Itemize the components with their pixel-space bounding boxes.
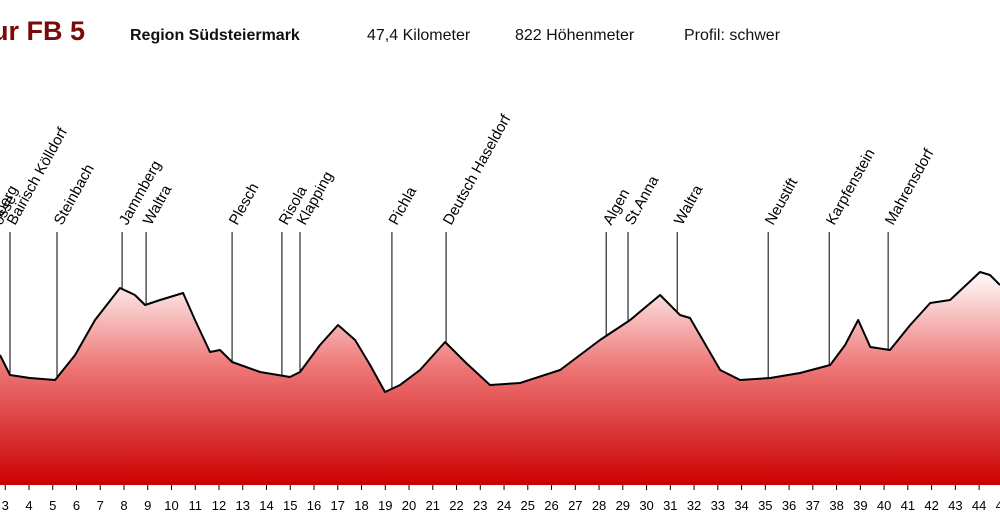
x-tick-label: 5 — [49, 498, 56, 513]
info-distance: 47,4 Kilometer — [367, 27, 471, 44]
x-tick-label: 19 — [378, 498, 392, 513]
x-tick-label: 8 — [120, 498, 127, 513]
place-label: Deutsch Haseldorf — [440, 111, 515, 228]
x-tick-label: 24 — [497, 498, 511, 513]
profile-line — [0, 271, 1000, 393]
x-tick-label: 13 — [236, 498, 250, 513]
x-tick-label: 16 — [307, 498, 321, 513]
place-label: Neustift — [762, 174, 802, 227]
x-tick-label: 7 — [97, 498, 104, 513]
x-tick-label: 3 — [2, 498, 9, 513]
profile-fill — [0, 272, 1000, 485]
x-tick-label: 9 — [144, 498, 151, 513]
x-tick-label: 34 — [734, 498, 748, 513]
place-label: Steinbach — [51, 161, 98, 228]
x-tick-label: 45 — [996, 498, 1000, 513]
x-tick-label: 38 — [829, 498, 843, 513]
x-tick-label: 28 — [592, 498, 606, 513]
info-ascent: 822 Höhenmeter — [515, 27, 635, 44]
x-tick-label: 12 — [212, 498, 226, 513]
x-tick-label: 42 — [924, 498, 938, 513]
x-tick-label: 43 — [948, 498, 962, 513]
place-label: Mahrensdorf — [882, 145, 938, 228]
chart-title: ur FB 5 — [0, 16, 85, 46]
x-tick-label: 27 — [568, 498, 582, 513]
x-tick-label: 11 — [188, 498, 202, 513]
x-tick-label: 6 — [73, 498, 80, 513]
place-label: Karpfenstein — [823, 146, 879, 228]
x-tick-label: 39 — [853, 498, 867, 513]
place-label: Waltra — [671, 182, 707, 228]
x-tick-label: 32 — [687, 498, 701, 513]
x-tick-label: 20 — [402, 498, 416, 513]
x-tick-label: 22 — [449, 498, 463, 513]
x-tick-label: 14 — [259, 498, 273, 513]
x-tick-label: 37 — [806, 498, 820, 513]
x-tick-label: 30 — [639, 498, 653, 513]
x-tick-label: 17 — [331, 498, 345, 513]
x-tick-label: 23 — [473, 498, 487, 513]
x-tick-label: 18 — [354, 498, 368, 513]
x-tick-label: 25 — [521, 498, 535, 513]
chart-subtitle: Region Südsteiermark — [130, 27, 300, 44]
place-label: Plesch — [226, 180, 263, 228]
x-tick-label: 36 — [782, 498, 796, 513]
info-difficulty: Profil: schwer — [684, 27, 781, 44]
x-tick-label: 21 — [426, 498, 440, 513]
x-tick-label: 10 — [164, 498, 178, 513]
x-tick-label: 40 — [877, 498, 891, 513]
x-tick-label: 31 — [663, 498, 677, 513]
x-tick-label: 41 — [901, 498, 915, 513]
place-label: Pichla — [386, 183, 421, 228]
x-tick-label: 29 — [616, 498, 630, 513]
x-tick-label: 26 — [544, 498, 558, 513]
x-tick-label: 33 — [711, 498, 725, 513]
x-tick-label: 4 — [25, 498, 32, 513]
x-tick-label: 44 — [972, 498, 986, 513]
x-tick-label: 15 — [283, 498, 297, 513]
x-tick-label: 35 — [758, 498, 772, 513]
